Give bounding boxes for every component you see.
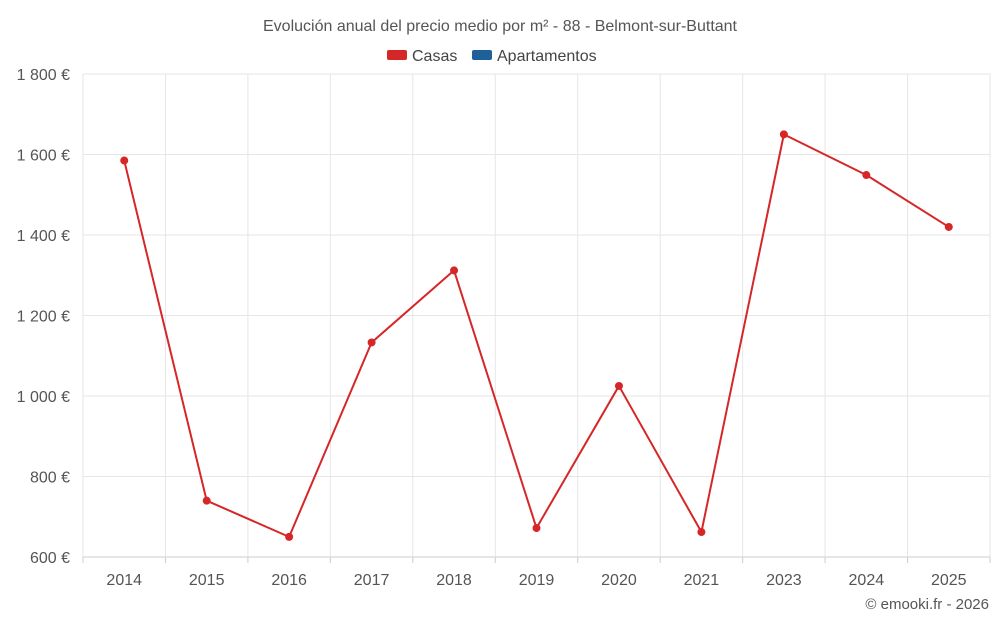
legend-swatch-casas [387, 50, 407, 60]
legend-item-casas[interactable]: Casas [387, 48, 457, 65]
x-tick-label: 2025 [931, 572, 967, 589]
x-tick-label: 2020 [601, 572, 637, 589]
y-tick-label: 1 800 € [17, 67, 70, 84]
legend-swatch-apartamentos [472, 50, 492, 60]
y-tick-label: 1 200 € [17, 309, 70, 326]
legend[interactable]: Casas Apartamentos [387, 48, 597, 65]
data-point[interactable] [532, 524, 541, 533]
data-point[interactable] [367, 338, 376, 347]
legend-label-casas[interactable]: Casas [412, 48, 457, 65]
y-tick-label: 1 400 € [17, 228, 70, 245]
data-point[interactable] [862, 171, 871, 180]
grid [82, 73, 991, 563]
x-tick-label: 2024 [849, 572, 885, 589]
x-tick-label: 2019 [519, 572, 555, 589]
data-point[interactable] [202, 496, 211, 505]
x-tick-label: 2017 [354, 572, 390, 589]
data-point[interactable] [697, 528, 706, 537]
x-tick-label: 2014 [106, 572, 142, 589]
data-point[interactable] [614, 381, 623, 390]
y-tick-label: 1 600 € [17, 148, 70, 165]
chart-title: Evolución anual del precio medio por m² … [263, 18, 738, 35]
x-axis-ticks: 2014 2015 2016 2017 2018 2019 2020 2021 2023 2024… [106, 572, 966, 589]
x-tick-label: 2021 [684, 572, 720, 589]
y-tick-label: 600 € [30, 550, 70, 567]
y-axis-ticks: 600 € 800 € 1 000 € 1 200 € 1 400 € 1 600 € 1 … [17, 67, 70, 567]
data-point[interactable] [450, 266, 459, 275]
data-point[interactable] [779, 130, 788, 139]
legend-item-apartamentos[interactable]: Apartamentos [472, 48, 597, 65]
y-tick-label: 800 € [30, 470, 70, 487]
x-tick-label: 2018 [436, 572, 472, 589]
y-tick-label: 1 000 € [17, 389, 70, 406]
series-casas [120, 130, 953, 541]
x-tick-label: 2015 [189, 572, 225, 589]
credit-text: © emooki.fr - 2026 [865, 596, 989, 613]
legend-label-apartamentos[interactable]: Apartamentos [497, 48, 597, 65]
x-tick-label: 2023 [766, 572, 802, 589]
data-point[interactable] [285, 532, 294, 541]
data-point[interactable] [120, 156, 129, 165]
x-tick-label: 2016 [271, 572, 307, 589]
data-point[interactable] [944, 222, 953, 231]
